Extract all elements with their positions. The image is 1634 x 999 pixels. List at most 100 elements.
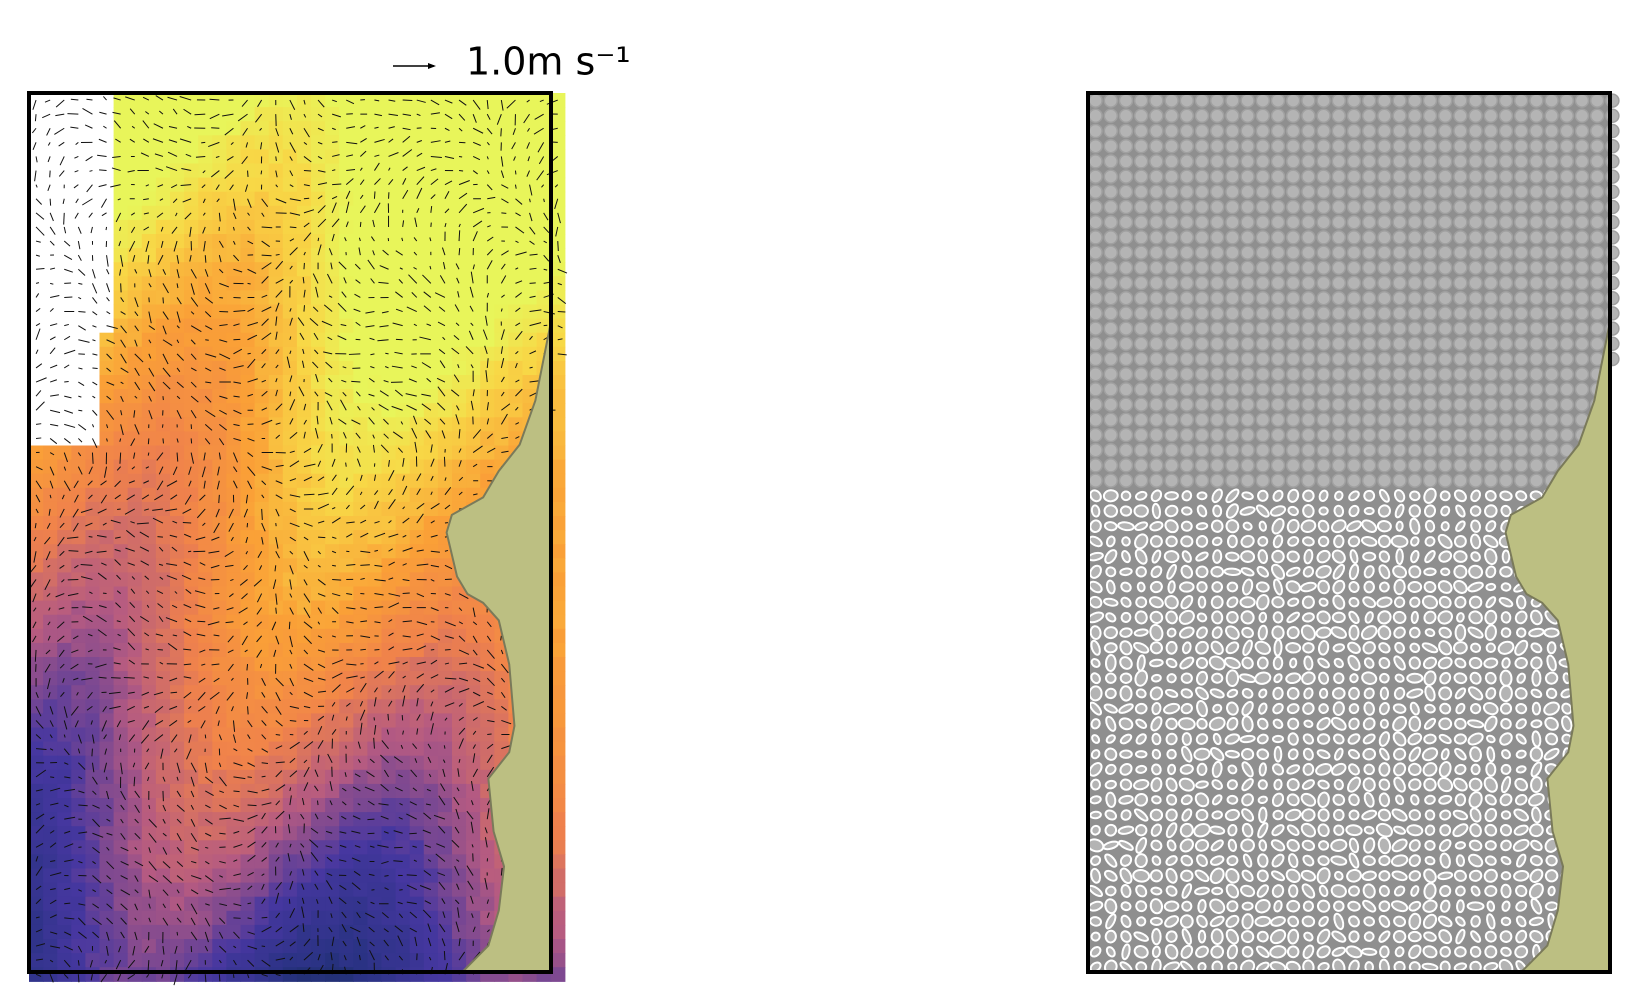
heat-cell bbox=[325, 896, 340, 912]
velocity-arrow bbox=[246, 663, 249, 671]
velocity-arrow bbox=[345, 462, 347, 467]
variance-ellipse bbox=[1422, 245, 1438, 260]
velocity-arrow bbox=[162, 438, 164, 444]
heat-cell bbox=[184, 600, 199, 616]
heat-cell bbox=[339, 882, 354, 898]
variance-ellipse bbox=[1422, 123, 1438, 139]
velocity-arrow bbox=[379, 325, 389, 328]
heat-cell bbox=[437, 953, 453, 968]
heat-cell bbox=[296, 332, 312, 348]
heat-cell bbox=[141, 219, 157, 235]
velocity-arrow bbox=[382, 249, 389, 256]
variance-ellipse bbox=[1559, 154, 1575, 169]
heat-cell bbox=[339, 967, 354, 982]
velocity-arrow bbox=[92, 409, 98, 416]
velocity-arrow bbox=[377, 339, 389, 342]
variance-ellipse bbox=[1149, 169, 1164, 184]
velocity-arrow bbox=[303, 127, 310, 138]
heat-cell bbox=[113, 628, 129, 644]
velocity-arrow bbox=[379, 390, 389, 397]
velocity-arrow bbox=[190, 395, 199, 403]
variance-ellipse bbox=[1103, 306, 1119, 321]
heat-cell bbox=[466, 741, 481, 757]
velocity-arrow bbox=[423, 291, 432, 298]
variance-ellipse bbox=[1498, 245, 1514, 260]
heat-cell bbox=[339, 417, 354, 432]
velocity-arrow bbox=[106, 269, 110, 275]
velocity-arrow bbox=[49, 364, 58, 369]
heat-cell bbox=[268, 896, 284, 912]
heat-cell bbox=[381, 769, 397, 785]
heat-cell bbox=[550, 360, 566, 376]
variance-ellipse bbox=[1513, 275, 1529, 291]
variance-ellipse bbox=[1255, 290, 1271, 306]
velocity-arrow bbox=[58, 170, 65, 177]
velocity-arrow bbox=[106, 311, 111, 315]
heat-cell bbox=[198, 586, 213, 602]
heat-cell bbox=[184, 657, 199, 672]
heat-cell bbox=[212, 642, 227, 658]
heat-cell bbox=[409, 854, 425, 870]
heat-cell bbox=[466, 840, 481, 855]
velocity-arrow bbox=[182, 198, 192, 203]
heat-cell bbox=[367, 487, 383, 503]
heat-cell bbox=[282, 417, 298, 432]
velocity-arrow bbox=[341, 291, 347, 298]
velocity-arrow bbox=[472, 155, 481, 161]
variance-ellipse bbox=[1088, 108, 1103, 124]
velocity-arrow bbox=[379, 265, 389, 270]
variance-ellipse bbox=[1088, 169, 1103, 184]
velocity-arrow bbox=[515, 307, 521, 312]
velocity-arrow bbox=[233, 381, 242, 384]
heat-cell bbox=[550, 741, 566, 757]
variance-ellipse bbox=[1240, 275, 1255, 291]
heat-cell bbox=[423, 417, 439, 432]
heat-cell bbox=[395, 755, 411, 771]
velocity-arrow bbox=[470, 322, 474, 326]
velocity-arrow bbox=[219, 832, 226, 835]
heat-cell bbox=[113, 699, 129, 714]
heat-cell bbox=[127, 93, 143, 108]
velocity-arrow bbox=[145, 240, 150, 253]
velocity-arrow bbox=[154, 153, 164, 157]
heat-cell bbox=[409, 896, 425, 912]
variance-ellipse bbox=[1483, 154, 1499, 169]
heat-cell bbox=[325, 812, 340, 827]
heat-cell bbox=[550, 389, 566, 404]
variance-ellipse bbox=[1407, 275, 1423, 291]
heat-cell bbox=[395, 910, 411, 926]
variance-ellipse bbox=[1331, 108, 1347, 124]
heat-cell bbox=[325, 840, 340, 855]
heat-cell bbox=[282, 318, 298, 334]
variance-ellipse bbox=[1361, 108, 1377, 124]
velocity-arrow bbox=[529, 380, 540, 383]
velocity-arrow bbox=[255, 113, 263, 123]
variance-ellipse bbox=[1437, 169, 1453, 184]
velocity-arrow bbox=[328, 248, 333, 256]
heat-cell bbox=[367, 882, 383, 898]
heat-cell bbox=[127, 572, 143, 588]
variance-ellipse bbox=[1179, 184, 1195, 200]
velocity-arrow bbox=[370, 236, 375, 242]
variance-ellipse bbox=[1270, 123, 1286, 139]
heat-cell bbox=[339, 234, 354, 249]
variance-ellipse bbox=[1468, 123, 1483, 139]
heat-cell bbox=[85, 586, 101, 602]
velocity-arrow bbox=[402, 135, 411, 143]
heat-cell bbox=[254, 826, 270, 841]
heat-cell bbox=[367, 798, 383, 813]
variance-ellipse bbox=[1346, 260, 1362, 276]
heat-cell bbox=[381, 346, 397, 362]
heat-cell bbox=[296, 896, 312, 912]
velocity-arrow bbox=[458, 192, 468, 200]
velocity-arrow bbox=[529, 267, 537, 270]
variance-ellipse bbox=[1133, 290, 1149, 306]
velocity-arrow bbox=[50, 267, 56, 270]
variance-ellipse bbox=[1225, 214, 1240, 230]
heat-cell bbox=[367, 177, 383, 193]
heat-cell bbox=[367, 699, 383, 714]
heat-cell bbox=[409, 431, 425, 447]
variance-ellipse bbox=[1377, 154, 1392, 169]
variance-ellipse bbox=[1103, 245, 1119, 260]
heat-cell bbox=[113, 572, 129, 588]
